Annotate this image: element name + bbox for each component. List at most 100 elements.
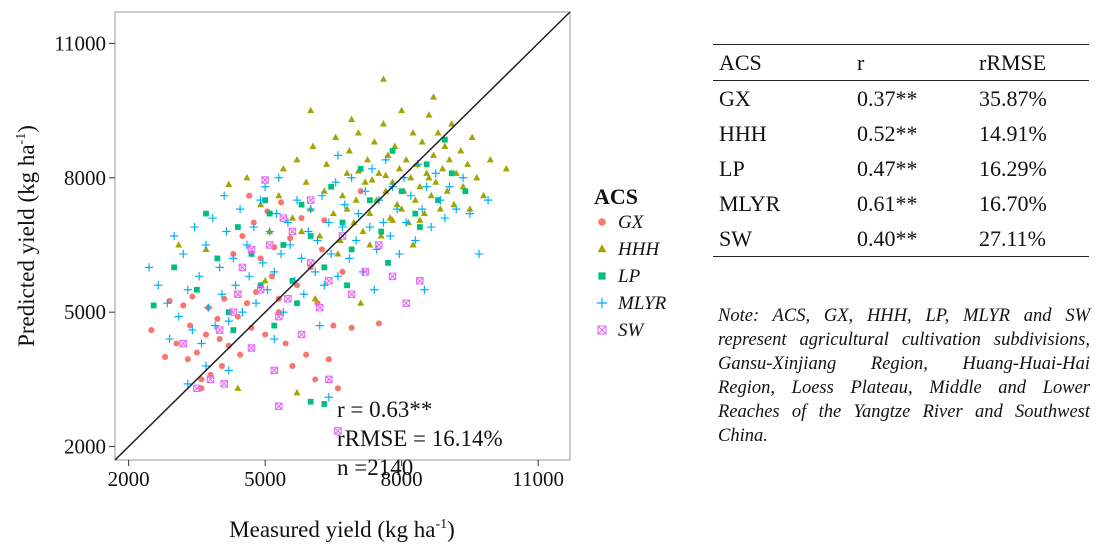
point-hhh [288, 214, 296, 221]
point-gx [303, 351, 310, 358]
point-mlyr [317, 191, 327, 200]
stat-rrmse: rRMSE = 16.14% [337, 426, 503, 451]
point-lp [262, 197, 269, 204]
point-mlyr [345, 254, 354, 263]
point-lp [378, 228, 385, 235]
point-hhh [332, 133, 340, 140]
point-mlyr [251, 299, 261, 308]
point-lp [234, 224, 241, 230]
point-lp [344, 282, 350, 289]
point-mlyr [338, 222, 347, 232]
point-mlyr [333, 272, 343, 281]
point-gx [375, 320, 382, 327]
point-mlyr [365, 222, 374, 232]
point-gx [230, 250, 237, 257]
table-row: HHH 0.52** 14.91% [713, 116, 1089, 151]
point-lp [248, 251, 255, 257]
point-hhh [398, 106, 406, 114]
point-mlyr [465, 209, 475, 218]
point-hhh [416, 182, 424, 190]
point-hhh [175, 241, 183, 248]
point-sw [261, 176, 269, 184]
point-sw [316, 303, 324, 312]
point-gx [221, 295, 228, 302]
point-lp [448, 170, 455, 177]
point-mlyr [392, 204, 402, 214]
point-mlyr [361, 187, 370, 196]
point-hhh [425, 111, 433, 118]
point-mlyr [452, 204, 461, 214]
point-lp [214, 255, 221, 262]
point-hhh [323, 160, 331, 167]
table-row: LP 0.47** 16.29% [713, 151, 1089, 186]
y-tick-label: 5000 [64, 300, 106, 324]
point-mlyr [163, 299, 172, 308]
point-mlyr [224, 316, 233, 326]
point-hhh [457, 147, 465, 154]
stats-table: ACS r rRMSE GX 0.37** 35.87% HHH 0.52** … [713, 44, 1089, 257]
point-lp [194, 286, 200, 293]
point-hhh [427, 191, 435, 199]
point-mlyr [204, 303, 213, 312]
point-mlyr [217, 290, 227, 299]
point-lp [357, 165, 364, 172]
point-lp [294, 300, 300, 307]
point-lp [412, 210, 419, 217]
point-mlyr [402, 218, 411, 227]
legend-key-sw [597, 325, 607, 335]
point-hhh [309, 142, 317, 149]
point-hhh [395, 164, 403, 172]
point-mlyr [326, 249, 336, 259]
point-hhh [464, 160, 472, 167]
point-mlyr [201, 361, 211, 371]
point-gx [357, 188, 364, 195]
point-mlyr [427, 222, 436, 232]
point-lp [339, 219, 346, 226]
point-gx [282, 340, 289, 347]
point-lp [203, 210, 209, 217]
point-mlyr [297, 254, 306, 263]
point-gx [262, 331, 269, 338]
point-mlyr [379, 218, 388, 227]
point-hhh [429, 151, 438, 158]
point-mlyr [299, 290, 308, 299]
point-mlyr [311, 267, 320, 276]
point-hhh [429, 93, 438, 100]
point-mlyr [263, 285, 272, 294]
point-mlyr [201, 240, 211, 250]
point-hhh [480, 191, 488, 199]
point-mlyr [210, 321, 220, 330]
point-mlyr [276, 249, 286, 259]
table-row: MLYR 0.61** 16.70% [713, 186, 1089, 221]
point-hhh [361, 178, 369, 185]
identity-line [114, 11, 571, 461]
point-gx [246, 192, 253, 199]
point-sw [279, 214, 288, 222]
point-mlyr [422, 182, 431, 191]
point-hhh [468, 133, 476, 140]
point-mlyr [242, 240, 252, 250]
point-mlyr [270, 334, 279, 344]
point-mlyr [215, 263, 224, 272]
point-mlyr [231, 281, 240, 290]
point-mlyr [144, 263, 154, 272]
point-gx [198, 376, 205, 383]
point-lp [348, 246, 355, 253]
point-mlyr [249, 222, 258, 232]
point-gx [339, 268, 346, 275]
point-sw [325, 375, 333, 384]
point-mlyr [229, 254, 238, 263]
point-hhh [379, 120, 387, 127]
point-mlyr [386, 231, 395, 241]
point-mlyr [220, 191, 229, 200]
point-hhh [311, 294, 319, 302]
point-sw [256, 286, 265, 294]
point-gx [334, 385, 341, 392]
table-cell: 27.11% [979, 225, 1047, 251]
x-tick-label: 11000 [512, 467, 564, 491]
x-axis: 2000 5000 8000 11000 [108, 460, 564, 491]
point-sw [206, 375, 215, 384]
point-hhh [345, 147, 353, 154]
point-sw [238, 263, 247, 272]
legend-key-mlyr [596, 297, 608, 309]
